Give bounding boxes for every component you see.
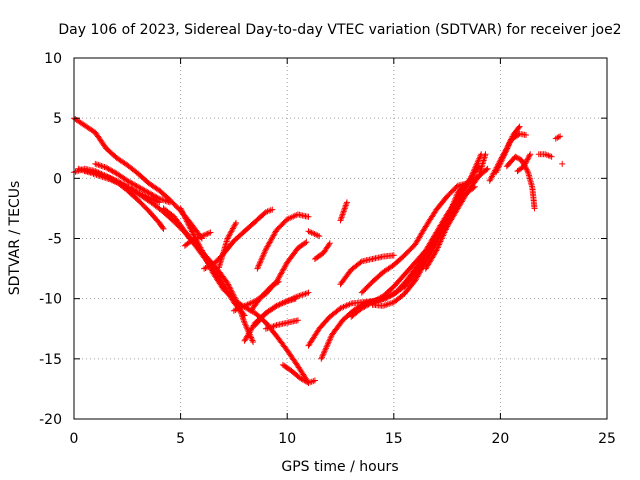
data-marker	[279, 361, 318, 386]
x-tick-label: 0	[70, 431, 79, 447]
data-marker	[514, 151, 534, 175]
y-tick-label: -15	[39, 352, 62, 368]
data-marker	[230, 239, 310, 314]
data-marker	[305, 151, 489, 349]
data-series-arc-25	[358, 165, 491, 296]
data-series-arc-30	[503, 153, 538, 212]
data-series-arc-8	[181, 229, 214, 249]
data-marker	[75, 165, 248, 319]
y-tick-label: -20	[39, 412, 62, 428]
data-series-arc-33	[552, 133, 564, 142]
x-axis-label: GPS time / hours	[281, 459, 398, 475]
data-markers	[71, 115, 566, 386]
data-series-arc-4	[92, 160, 173, 206]
data-marker	[422, 183, 478, 272]
data-marker	[503, 153, 538, 212]
data-series-arc-15	[252, 295, 299, 329]
data-series-arc-31	[514, 151, 534, 175]
data-series-arc-6	[160, 205, 257, 345]
data-marker	[337, 252, 397, 288]
data-series-arc-26	[369, 181, 468, 309]
data-series-arc-20	[305, 151, 489, 349]
data-series-arc-23	[337, 252, 397, 288]
data-series-arc-19	[311, 240, 333, 262]
data-series-arc-17	[279, 361, 318, 386]
data-marker	[337, 199, 350, 224]
y-tick-label: 0	[53, 171, 62, 187]
data-marker	[369, 181, 468, 309]
grid	[74, 58, 607, 419]
data-marker	[177, 205, 312, 386]
data-marker	[358, 165, 491, 296]
y-tick-label: -10	[39, 292, 62, 308]
data-series-arc-7	[177, 205, 312, 386]
x-tick-label: 25	[598, 431, 616, 447]
data-marker	[559, 160, 566, 167]
x-tick-label: 20	[491, 431, 509, 447]
data-series-arc-34	[559, 160, 566, 167]
x-tick-label: 15	[385, 431, 403, 447]
data-series-arc-29	[493, 130, 529, 176]
data-marker	[92, 160, 173, 206]
y-tick-label: -5	[48, 232, 62, 248]
y-tick-label: 10	[44, 51, 62, 67]
data-marker	[305, 228, 323, 240]
data-marker	[493, 130, 529, 176]
data-marker	[216, 219, 239, 271]
y-axis-label: SDTVAR / TECUs	[7, 181, 23, 296]
x-tick-label: 10	[278, 431, 296, 447]
data-marker	[254, 211, 312, 272]
data-marker	[552, 133, 564, 142]
data-marker	[252, 295, 299, 329]
plot-frame	[73, 57, 608, 420]
data-series-arc-18	[305, 228, 323, 240]
data-marker	[535, 151, 555, 160]
data-series-arc-5	[75, 165, 248, 319]
data-marker	[311, 240, 333, 262]
data-series-arc-16	[262, 317, 301, 332]
data-marker	[262, 317, 301, 332]
data-marker	[181, 229, 214, 249]
data-series-arc-13	[248, 278, 282, 314]
data-series-arc-27	[422, 183, 478, 272]
x-tick-label: 5	[176, 431, 185, 447]
y-tick-label: 5	[53, 111, 62, 127]
axes: 0 5 10 15 20 25 -20 -15 -10 -5 0 5 10	[39, 51, 616, 447]
data-marker	[160, 205, 257, 345]
data-marker	[248, 278, 282, 314]
data-series-arc-14	[254, 211, 312, 272]
chart-title: Day 106 of 2023, Sidereal Day-to-day VTE…	[58, 22, 621, 38]
data-series-arc-32	[535, 151, 555, 160]
data-series-arc-10	[216, 219, 239, 271]
data-series-arc-11	[230, 239, 310, 314]
data-series-arc-22	[337, 199, 350, 224]
